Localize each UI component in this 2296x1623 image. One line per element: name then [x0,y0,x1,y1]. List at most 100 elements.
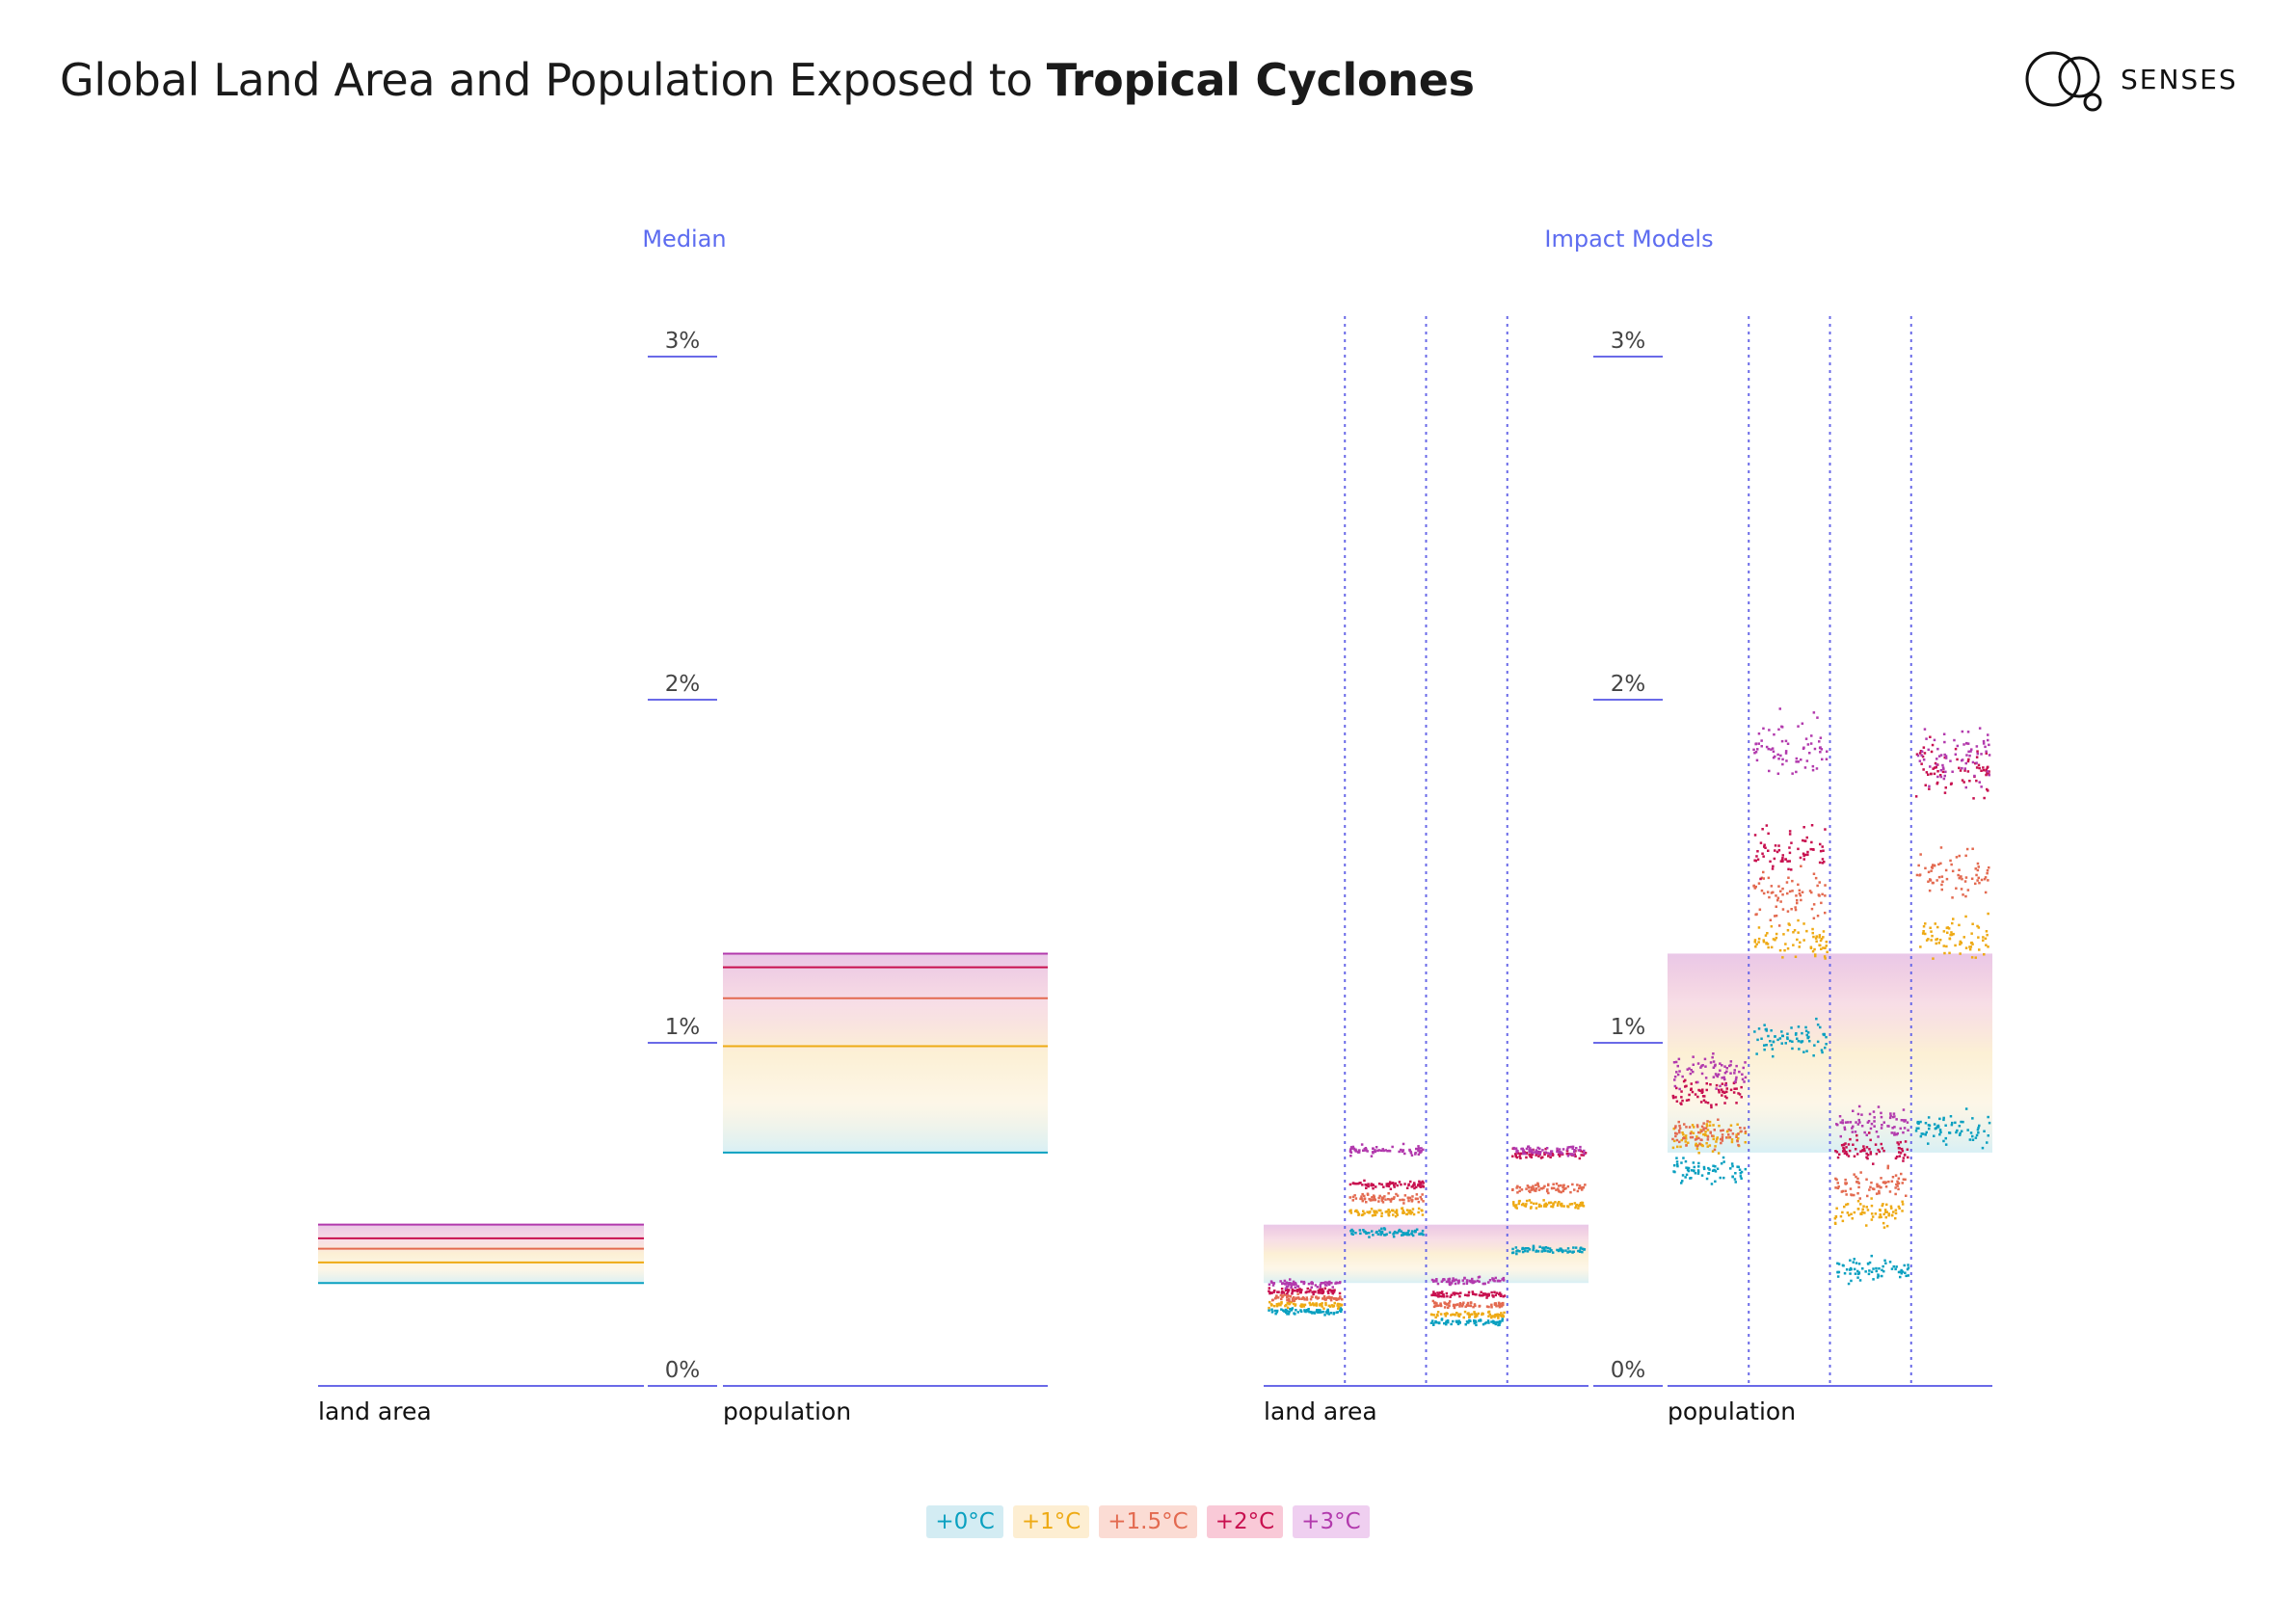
model-dot [1969,1131,1973,1134]
model-dot [1480,1290,1482,1293]
model-dots [1348,1142,1425,1157]
model-dot [1717,1152,1721,1155]
model-dot [1897,1143,1901,1146]
model-dot [1339,1295,1342,1298]
model-dot [1547,1155,1550,1157]
model-dot [1966,759,1970,763]
model-dot [1961,730,1964,733]
model-dot [1564,1249,1567,1252]
model-dot [1957,873,1960,877]
model-dot [1402,1202,1405,1205]
model-dot [1818,861,1822,865]
model-dot [1417,1200,1421,1204]
model-dot [1821,862,1825,865]
model-dot [1280,1288,1284,1290]
model-dot [1965,847,1969,851]
model-dot [1762,877,1765,880]
model-dot [1931,743,1935,747]
model-dot [1570,1145,1573,1149]
model-dot [1535,1184,1537,1186]
model-dot [1422,1148,1425,1152]
model-dot [1560,1190,1562,1194]
model-dot [1772,1054,1775,1058]
model-dot [1987,1115,1989,1119]
model-dot [1697,1088,1700,1092]
model-dot [1475,1313,1478,1317]
legend-item: +0°C [926,1505,1003,1538]
model-dot [1954,944,1957,947]
model-dot [1323,1281,1327,1284]
model-dot [1502,1295,1505,1298]
model-dot [1955,887,1958,890]
model-dot [1925,771,1929,774]
model-dot [1443,1313,1447,1316]
model-dot [1714,1073,1718,1076]
model-dot [1409,1212,1412,1215]
model-dot [1721,1133,1724,1136]
model-dot [1936,758,1938,760]
model-dot [1757,926,1761,929]
model-dot [1511,1251,1515,1254]
model-dot [1561,1152,1563,1155]
model-dot [1816,884,1819,888]
model-dot [1886,1164,1890,1168]
model-dot [1939,846,1943,849]
model-dot [1568,1146,1571,1149]
model-dot [1359,1197,1362,1201]
model-dot [1493,1302,1497,1305]
model-dot [1791,890,1794,892]
model-dot [1705,1088,1708,1092]
model-dot [1984,937,1988,941]
model-dot [1798,889,1802,892]
model-dot [1706,1129,1710,1131]
model-dot [1708,1144,1712,1147]
model-dot [1702,1167,1706,1171]
model-dot [1723,1102,1726,1104]
model-dot [1862,1145,1865,1148]
model-dot [1328,1296,1332,1300]
model-dot [1464,1305,1467,1308]
model-dot [1943,740,1946,744]
model-dot [1938,1132,1941,1136]
model-dot [1811,927,1814,931]
model-dot [1720,1137,1722,1141]
model-dot [1961,877,1963,881]
model-dot [1863,1131,1866,1134]
model-dot [1894,1267,1897,1271]
model-dot [1681,1180,1684,1183]
model-dot [1712,1137,1715,1141]
model-dot [1516,1184,1519,1188]
model-dot [1551,1251,1555,1254]
model-dot [1869,1153,1873,1156]
model-dot [1889,1112,1892,1115]
model-dot [1902,1159,1905,1162]
model-dot [1695,1135,1698,1138]
model-dot [1457,1315,1461,1317]
model-dot [1812,848,1815,851]
model-dot [1776,753,1779,757]
model-dot [1700,1130,1703,1132]
model-dot [1722,1156,1725,1159]
model-dot [1523,1247,1526,1250]
model-dot [1512,1146,1515,1150]
model-dot [1300,1305,1303,1308]
model-dot [1928,1124,1932,1128]
model-dot [1880,1215,1882,1219]
model-dot [1974,882,1977,886]
model-dot [1678,1131,1681,1134]
model-dot [1478,1293,1482,1296]
model-dot [1865,1146,1869,1149]
model-dot [1349,1146,1353,1149]
y-tick-label: 0% [1611,1358,1646,1383]
model-dot [1690,1087,1693,1090]
model-dot [1478,1305,1481,1308]
model-dot [1434,1319,1437,1323]
model-dot [1696,1172,1700,1175]
model-dot [1934,922,1936,925]
model-dot [1375,1185,1377,1188]
model-dot [1483,1282,1486,1286]
model-dot [1873,1125,1876,1128]
model-dot [1528,1248,1532,1251]
y-tick-label: 0% [665,1358,701,1383]
model-dot [1893,1115,1896,1118]
